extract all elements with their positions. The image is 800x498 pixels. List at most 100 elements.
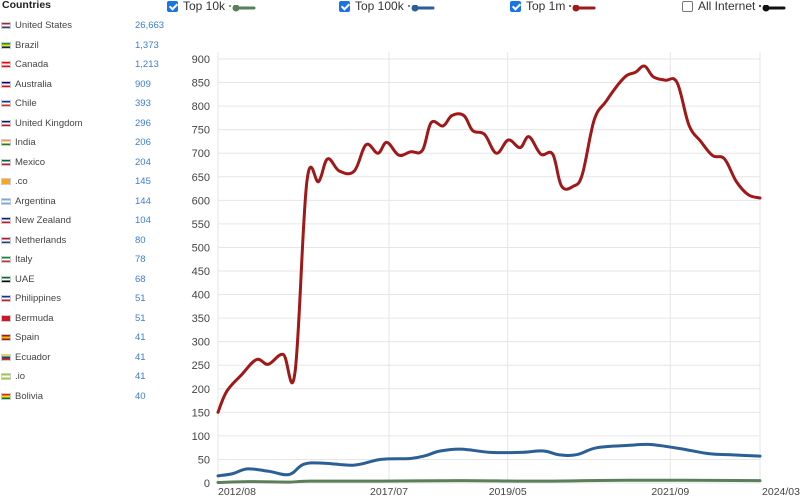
legend-label: Top 100k (355, 0, 404, 13)
series-line-top-1m (216, 64, 762, 414)
country-row[interactable]: Ecuador 41 (0, 351, 170, 370)
country-count: 41 (135, 332, 146, 343)
flag-icon (1, 392, 11, 400)
chart-grid (217, 52, 761, 484)
flag-icon (1, 373, 11, 380)
country-name: Netherlands (15, 234, 67, 246)
series-line-top-100k (216, 442, 762, 478)
y-tick-label: 350 (192, 313, 210, 325)
country-name: Mexico (15, 156, 46, 168)
y-tick-label: 850 (192, 78, 210, 90)
country-count: 1,213 (135, 59, 159, 70)
checkbox[interactable] (167, 1, 178, 12)
checkbox[interactable] (510, 1, 521, 12)
country-name: Bolivia (15, 390, 43, 402)
flag-icon (1, 119, 11, 127)
country-row[interactable]: United Kingdom 296 (0, 117, 170, 136)
country-row[interactable]: United States 26,663 (0, 19, 170, 38)
flag-icon (1, 100, 11, 107)
country-name: Italy (15, 254, 33, 265)
country-count: 68 (135, 273, 146, 285)
legend-swatch (229, 5, 256, 12)
y-tick-label: 750 (192, 125, 210, 137)
country-name: Chile (15, 98, 37, 109)
country-name: India (15, 137, 36, 148)
y-tick-label: 600 (192, 195, 210, 207)
country-name: Spain (15, 332, 40, 343)
country-count: 144 (135, 195, 151, 207)
country-count: 51 (135, 293, 146, 304)
country-name: UAE (15, 273, 35, 285)
legend-swatch (759, 5, 786, 12)
country-row[interactable]: Canada 1,213 (0, 58, 170, 77)
flag-icon (1, 80, 11, 88)
country-row[interactable]: Australia 909 (0, 78, 170, 97)
series-lines (216, 64, 762, 484)
country-row[interactable]: Argentina 144 (0, 195, 170, 214)
checkbox[interactable] (339, 1, 350, 12)
country-count: 909 (135, 78, 151, 90)
y-tick-label: 550 (192, 219, 210, 231)
country-name: Philippines (15, 293, 61, 304)
country-row[interactable]: New Zealand 104 (0, 214, 170, 233)
country-row[interactable]: Chile 393 (0, 97, 170, 116)
country-count: 393 (135, 98, 151, 109)
country-count: 204 (135, 156, 151, 168)
flag-icon (1, 353, 11, 361)
country-count: 51 (135, 312, 146, 324)
country-row[interactable]: Bolivia 40 (0, 390, 170, 409)
country-count: 26,663 (135, 20, 165, 31)
country-count: 40 (135, 390, 146, 402)
flag-icon (1, 61, 11, 68)
legend-label: Top 10k (183, 0, 226, 13)
flag-icon (1, 334, 11, 341)
legend-label: Top 1m (526, 0, 566, 13)
country-count: 41 (135, 371, 146, 382)
country-count: 296 (135, 117, 151, 129)
y-tick-label: 800 (192, 101, 210, 113)
country-name: Canada (15, 59, 49, 70)
y-tick-label: 150 (192, 407, 210, 419)
flag-icon (1, 22, 11, 29)
flag-icon (1, 256, 11, 263)
flag-icon (1, 314, 11, 322)
country-count: 80 (135, 234, 146, 246)
y-tick-label: 250 (192, 360, 210, 372)
y-tick-label: 700 (192, 148, 210, 160)
legend-label: All Internet (698, 0, 756, 13)
country-count: 1,373 (135, 39, 159, 51)
x-tick-label: 2019/05 (489, 486, 527, 498)
flag-icon (1, 197, 11, 205)
y-tick-label: 0 (204, 478, 210, 490)
x-tick-label: 2021/09 (651, 486, 689, 498)
country-name: United Kingdom (15, 117, 83, 129)
country-row[interactable]: UAE 68 (0, 273, 170, 292)
country-count: 145 (135, 176, 151, 187)
country-name: Australia (15, 78, 52, 90)
checkbox[interactable] (682, 1, 693, 12)
flag-icon (1, 217, 11, 224)
country-name: .co (15, 176, 28, 187)
legend-swatch (569, 5, 596, 12)
country-count: 104 (135, 215, 151, 226)
x-tick-label: 2024/03 (762, 486, 800, 498)
country-row[interactable]: Italy 78 (0, 253, 170, 272)
flag-icon (1, 41, 11, 49)
y-tick-label: 450 (192, 266, 210, 278)
legend-swatch (407, 5, 435, 12)
y-tick-label: 400 (192, 290, 210, 302)
country-row[interactable]: .io 41 (0, 370, 170, 389)
country-row[interactable]: Mexico 204 (0, 156, 170, 175)
country-row[interactable]: Spain 41 (0, 331, 170, 350)
country-row[interactable]: Bermuda 51 (0, 312, 170, 331)
country-row[interactable]: Philippines 51 (0, 292, 170, 311)
flag-icon (1, 295, 11, 302)
country-row[interactable]: India 206 (0, 136, 170, 155)
country-count: 206 (135, 137, 151, 148)
country-row[interactable]: Netherlands 80 (0, 234, 170, 253)
country-row[interactable]: .co 145 (0, 175, 170, 194)
country-row[interactable]: Brazil 1,373 (0, 39, 170, 58)
y-tick-label: 50 (198, 454, 210, 466)
flag-icon (1, 139, 11, 146)
